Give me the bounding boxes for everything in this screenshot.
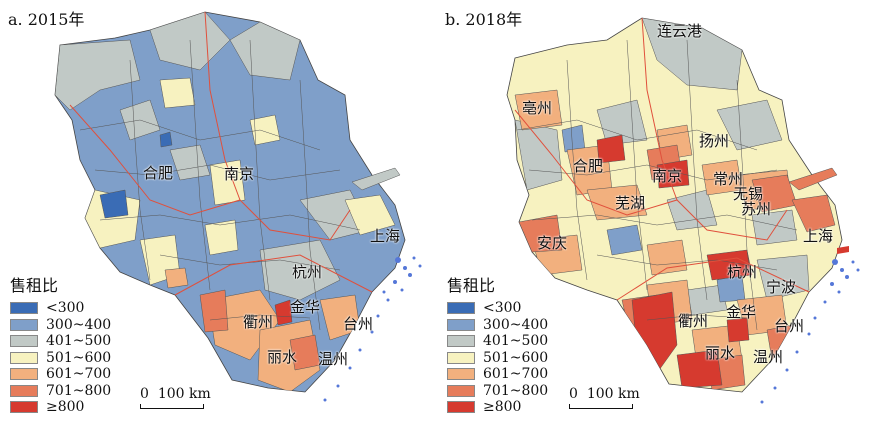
scale-bar: 0 100 km [569, 386, 640, 409]
legend-item: ≥800 [447, 399, 548, 416]
legend: 售租比 <300 300~400 401~500 501~600 601~700… [447, 272, 548, 416]
city-label: 台州 [774, 317, 805, 335]
city-label: 芜湖 [615, 194, 646, 212]
map-panel-2015: a. 2015年 合肥 南京 上海 杭州 衢州 金华 台州 丽水 温州 售租比 … [0, 0, 436, 432]
city-label: 温州 [753, 348, 784, 366]
legend-item: 401~500 [10, 333, 111, 350]
legend-item: 300~400 [10, 317, 111, 334]
city-label: 亳州 [522, 99, 553, 117]
city-label: 无锡 [733, 185, 764, 203]
city-label: 金华 [290, 298, 321, 316]
panel-title-2018: b. 2018年 [445, 10, 523, 29]
legend-item: 300~400 [447, 317, 548, 334]
city-label: 合肥 [573, 157, 604, 175]
city-label: 安庆 [537, 234, 568, 252]
city-label: 宁波 [766, 278, 797, 296]
legend-item: <300 [10, 300, 111, 317]
legend-item: 501~600 [447, 350, 548, 367]
city-label: 杭州 [292, 263, 323, 281]
city-label: 合肥 [143, 164, 174, 182]
legend-title: 售租比 [447, 276, 496, 295]
legend: 售租比 <300 300~400 401~500 501~600 601~700… [10, 272, 111, 416]
city-label: 上海 [370, 227, 401, 245]
legend-item: 701~800 [447, 383, 548, 400]
city-label: 扬州 [699, 132, 730, 150]
coastal-islands [760, 167, 860, 404]
city-label: 南京 [652, 167, 683, 185]
map-2015-shapes [54, 11, 422, 402]
map-panel-2018: b. 2018年 连云港 亳州 扬州 合肥 南京 常州 无锡 芜湖 苏州 安庆 … [437, 0, 873, 432]
city-label: 常州 [713, 170, 744, 188]
legend-item: 401~500 [447, 333, 548, 350]
city-label: 苏州 [741, 200, 772, 218]
legend-title: 售租比 [10, 276, 59, 295]
legend-item: ≥800 [10, 399, 111, 416]
map-2018-shapes [506, 17, 860, 404]
city-label: 丽水 [705, 344, 736, 362]
city-label: 连云港 [657, 22, 703, 40]
legend-item: 601~700 [10, 366, 111, 383]
scale-bar: 0 100 km [140, 386, 211, 409]
city-label: 丽水 [267, 348, 298, 366]
coastal-islands [323, 167, 422, 402]
city-label: 温州 [318, 350, 349, 368]
city-label: 衢州 [678, 312, 709, 330]
legend-item: 501~600 [10, 350, 111, 367]
city-label: 台州 [343, 315, 374, 333]
city-label: 上海 [803, 227, 834, 245]
city-label: 衢州 [243, 313, 274, 331]
legend-item: 701~800 [10, 383, 111, 400]
city-label: 杭州 [727, 263, 758, 281]
panel-title-2015: a. 2015年 [8, 10, 85, 29]
legend-item: 601~700 [447, 366, 548, 383]
city-label: 南京 [224, 165, 255, 183]
legend-item: <300 [447, 300, 548, 317]
city-label: 金华 [726, 303, 757, 321]
